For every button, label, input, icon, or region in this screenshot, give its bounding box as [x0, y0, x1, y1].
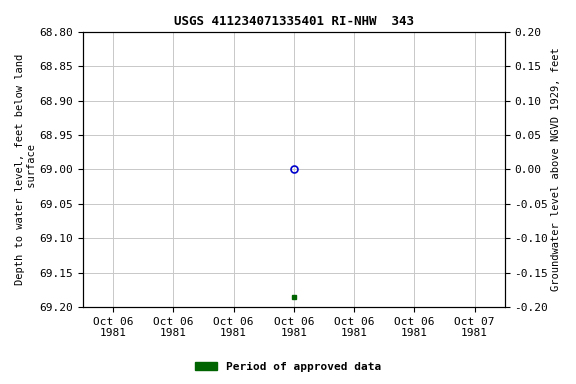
Y-axis label: Groundwater level above NGVD 1929, feet: Groundwater level above NGVD 1929, feet: [551, 48, 561, 291]
Legend: Period of approved data: Period of approved data: [191, 358, 385, 377]
Title: USGS 411234071335401 RI-NHW  343: USGS 411234071335401 RI-NHW 343: [174, 15, 414, 28]
Y-axis label: Depth to water level, feet below land
 surface: Depth to water level, feet below land su…: [15, 54, 37, 285]
